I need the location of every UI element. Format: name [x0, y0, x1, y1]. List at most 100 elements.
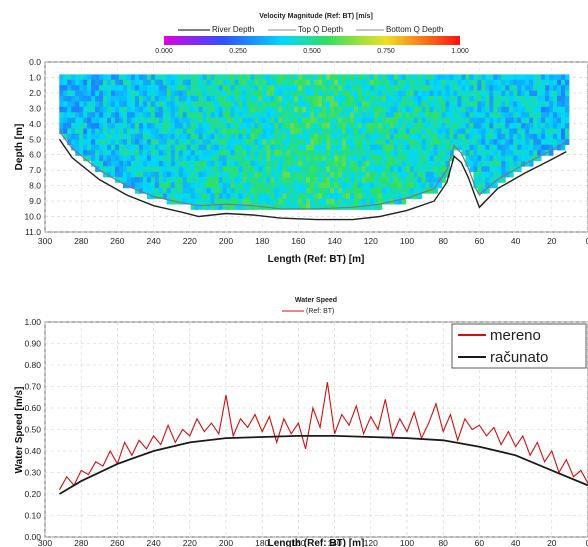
velocity-cell — [146, 177, 152, 183]
velocity-cell — [413, 193, 419, 200]
velocity-cell — [138, 74, 144, 81]
velocity-cell — [274, 106, 279, 113]
velocity-cell — [417, 133, 423, 140]
velocity-cell — [357, 133, 363, 140]
velocity-cell — [130, 155, 136, 162]
velocity-cell — [457, 117, 462, 124]
velocity-cell — [513, 117, 518, 124]
velocity-cell — [206, 112, 211, 118]
velocity-cell — [218, 133, 223, 140]
velocity-cell — [314, 106, 319, 113]
velocity-cell — [154, 123, 160, 129]
velocity-cell — [182, 144, 188, 151]
velocity-cell — [381, 112, 387, 118]
velocity-cell — [429, 90, 434, 97]
velocity-cell — [549, 90, 554, 97]
velocity-cell — [146, 155, 152, 162]
velocity-cell — [465, 128, 470, 135]
velocity-cell — [134, 182, 140, 189]
velocity-cell — [401, 90, 407, 97]
velocity-cell — [509, 112, 514, 118]
velocity-cell — [282, 198, 287, 205]
velocity-cell — [330, 139, 335, 145]
velocity-cell — [505, 101, 510, 108]
velocity-cell — [234, 144, 239, 151]
velocity-cell — [557, 74, 562, 81]
velocity-cell — [441, 79, 446, 86]
velocity-cell — [318, 155, 323, 162]
velocity-cell — [107, 117, 112, 124]
velocity-cell — [437, 90, 442, 97]
velocity-cell — [314, 150, 319, 156]
velocity-cell — [545, 112, 550, 118]
velocity-cell — [493, 177, 498, 183]
velocity-cell — [126, 117, 132, 124]
velocity-cell — [170, 193, 176, 200]
velocity-cell — [385, 101, 391, 108]
velocity-cell — [122, 150, 128, 156]
velocity-cell — [461, 123, 466, 129]
velocity-cell — [222, 117, 227, 124]
legend-bottom-q-label: Bottom Q Depth — [386, 25, 443, 34]
velocity-cell — [134, 150, 140, 156]
velocity-cell — [190, 187, 196, 194]
velocity-cell — [401, 96, 407, 102]
velocity-cell — [186, 139, 192, 145]
velocity-cell — [334, 139, 339, 145]
velocity-cell — [182, 117, 188, 124]
velocity-cell — [63, 123, 68, 129]
velocity-cell — [150, 90, 156, 97]
velocity-cell — [186, 177, 192, 183]
velocity-cell — [353, 198, 359, 205]
velocity-cell — [306, 101, 311, 108]
velocity-cell — [477, 133, 482, 140]
velocity-cell — [561, 74, 566, 81]
velocity-cell — [525, 106, 530, 113]
velocity-cell — [103, 85, 108, 91]
velocity-cell — [349, 101, 355, 108]
velocity-cell — [334, 177, 339, 183]
velocity-cell — [437, 171, 442, 178]
velocity-cell — [497, 79, 502, 86]
velocity-cell — [122, 171, 128, 178]
velocity-cell — [338, 155, 343, 162]
velocity-cell — [79, 133, 84, 140]
velocity-cell — [357, 198, 363, 205]
velocity-cell — [150, 106, 156, 113]
velocity-cell — [425, 96, 431, 102]
velocity-cell — [75, 117, 80, 124]
velocity-cell — [278, 193, 283, 200]
velocity-cell — [334, 112, 339, 118]
velocity-cell — [373, 144, 379, 151]
velocity-cell — [441, 85, 446, 91]
velocity-cell — [381, 160, 387, 167]
velocity-cell — [302, 160, 307, 167]
velocity-cell — [469, 117, 474, 124]
top-y-tick-label: 5.0 — [29, 134, 41, 144]
velocity-cell — [465, 101, 470, 108]
velocity-cell — [254, 85, 259, 91]
velocity-cell — [115, 133, 120, 140]
velocity-cell — [389, 193, 395, 200]
velocity-cell — [537, 106, 542, 113]
velocity-cell — [505, 79, 510, 86]
velocity-cell — [170, 74, 176, 81]
velocity-cell — [489, 123, 494, 129]
velocity-cell — [529, 144, 534, 151]
velocity-cell — [130, 166, 136, 173]
velocity-cell — [222, 139, 227, 145]
bottom-x-tick-label: 60 — [475, 538, 485, 547]
velocity-cell — [59, 117, 64, 124]
velocity-cell — [107, 96, 112, 102]
velocity-cell — [274, 139, 279, 145]
velocity-cell — [218, 166, 223, 173]
velocity-cell — [158, 177, 164, 183]
velocity-cell — [162, 193, 168, 200]
velocity-cell — [274, 85, 279, 91]
velocity-cell — [166, 139, 172, 145]
velocity-cell — [441, 160, 446, 167]
velocity-cell — [397, 133, 403, 140]
velocity-cell — [318, 193, 323, 200]
velocity-cell — [385, 166, 391, 173]
velocity-cell — [258, 106, 263, 113]
